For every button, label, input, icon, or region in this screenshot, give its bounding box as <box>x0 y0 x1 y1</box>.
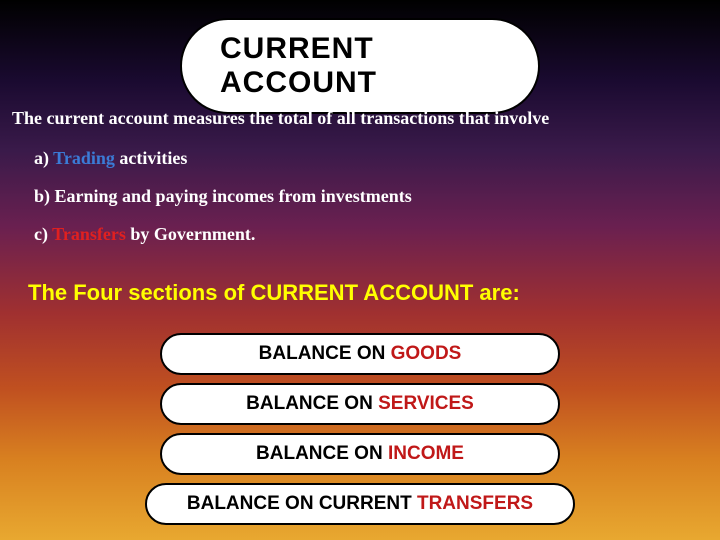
section-pill-transfers: BALANCE ON CURRENT TRANSFERS <box>145 483 575 525</box>
pill-3-pre: BALANCE ON <box>256 443 388 464</box>
list-a-highlight: Trading <box>53 148 115 168</box>
pill-2-highlight: SERVICES <box>378 393 474 414</box>
pill-4-highlight: TRANSFERS <box>417 493 533 514</box>
list-b-text: Earning and paying incomes from investme… <box>55 186 412 206</box>
list-c-prefix: c) <box>34 224 52 244</box>
list-c-highlight: Transfers <box>52 224 126 244</box>
list-b-prefix: b) <box>34 186 55 206</box>
list-a-rest: activities <box>115 148 187 168</box>
section-pill-services: BALANCE ON SERVICES <box>160 383 560 425</box>
list-c-rest: by Government. <box>126 224 256 244</box>
pill-1-highlight: GOODS <box>391 343 462 364</box>
pill-1-pre: BALANCE ON <box>259 343 391 364</box>
slide-title: CURRENT ACCOUNT <box>220 32 377 99</box>
list-a-prefix: a) <box>34 148 53 168</box>
section-pill-goods: BALANCE ON GOODS <box>160 333 560 375</box>
list-item-a: a) Trading activities <box>34 148 700 169</box>
pill-3-highlight: INCOME <box>388 443 464 464</box>
pill-4-pre: BALANCE ON CURRENT <box>187 493 417 514</box>
slide-title-pill: CURRENT ACCOUNT <box>180 18 540 114</box>
intro-text: The current account measures the total o… <box>12 108 708 129</box>
section-pill-income: BALANCE ON INCOME <box>160 433 560 475</box>
subheading: The Four sections of CURRENT ACCOUNT are… <box>28 280 520 306</box>
list-item-c: c) Transfers by Government. <box>34 224 700 245</box>
pill-2-pre: BALANCE ON <box>246 393 378 414</box>
list-item-b: b) Earning and paying incomes from inves… <box>34 186 700 207</box>
